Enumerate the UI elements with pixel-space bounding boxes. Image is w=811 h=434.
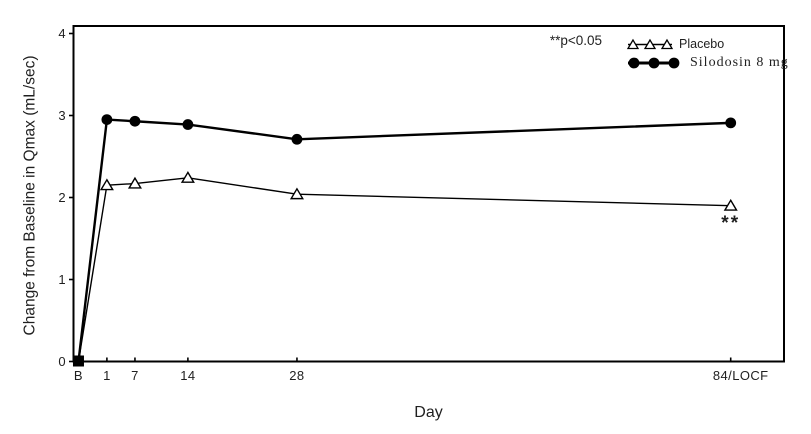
filled-circle-marker-icon: [628, 57, 680, 68]
legend-item-silodosin: Silodosin 8 mg: [626, 53, 789, 72]
plot-frame: [72, 25, 785, 363]
x-tick-label: 28: [289, 368, 305, 383]
open-triangle-marker-icon: [626, 38, 674, 49]
series-line-placebo: [77, 177, 731, 362]
baseline-marker-square: [72, 355, 84, 367]
data-point-filled-circle-silodosin-8-mg: [725, 117, 737, 129]
x-tick-label: B: [73, 368, 83, 383]
data-point-filled-circle-silodosin-8-mg: [291, 133, 303, 145]
legend-label-silodosin: Silodosin 8 mg: [690, 54, 789, 70]
y-tick-label: 2: [58, 189, 66, 205]
legend-label-placebo: Placebo: [679, 36, 725, 51]
x-tick-label: 84/LOCF: [712, 368, 769, 383]
data-point-filled-circle-silodosin-8-mg: [101, 114, 113, 125]
data-point-open-triangle-placebo: [723, 198, 738, 211]
data-point-open-triangle-placebo: [127, 176, 142, 189]
p-value-note: **p<0.05: [549, 33, 602, 48]
y-tick-label: 0: [58, 353, 66, 369]
y-tick-label: 3: [58, 107, 66, 123]
data-point-open-triangle-placebo: [99, 178, 114, 191]
x-tick-label: 14: [180, 368, 196, 383]
significance-annotation: **: [721, 212, 741, 234]
data-point-filled-circle-silodosin-8-mg: [182, 119, 194, 130]
data-point-open-triangle-placebo: [289, 187, 304, 200]
legend-item-placebo: Placebo: [626, 34, 789, 53]
y-tick-label: 1: [58, 271, 66, 287]
legend: Placebo Silodosin 8 mg: [626, 34, 789, 72]
x-tick-label: 7: [131, 368, 139, 383]
x-tick-label: 1: [103, 368, 111, 383]
data-point-filled-circle-silodosin-8-mg: [129, 115, 141, 127]
x-axis-title: Day: [414, 404, 443, 421]
data-point-open-triangle-placebo: [180, 171, 195, 183]
series-line-silodosin-8-mg: [77, 118, 731, 362]
y-tick-label: 4: [58, 25, 66, 41]
